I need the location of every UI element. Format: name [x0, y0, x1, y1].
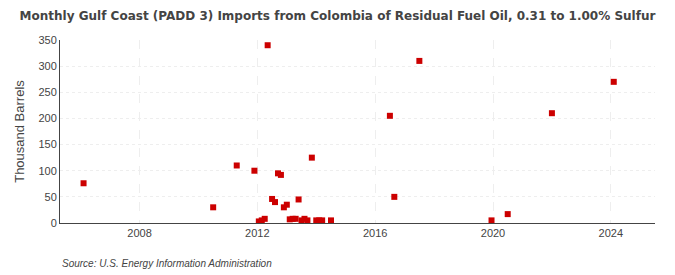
- svg-text:2020: 2020: [481, 227, 505, 239]
- svg-text:200: 200: [38, 112, 56, 124]
- svg-text:50: 50: [45, 191, 57, 203]
- svg-text:Monthly Gulf Coast (PADD 3) Im: Monthly Gulf Coast (PADD 3) Imports from…: [20, 9, 656, 23]
- svg-text:0: 0: [51, 217, 57, 229]
- svg-text:2024: 2024: [599, 227, 623, 239]
- svg-text:300: 300: [38, 60, 56, 72]
- svg-text:2008: 2008: [127, 227, 151, 239]
- svg-text:Thousand Barrels: Thousand Barrels: [12, 80, 27, 183]
- svg-text:Source: U.S. Energy Informatio: Source: U.S. Energy Information Administ…: [62, 258, 272, 269]
- svg-text:350: 350: [38, 34, 56, 46]
- svg-text:2016: 2016: [363, 227, 387, 239]
- svg-text:2012: 2012: [245, 227, 269, 239]
- svg-text:150: 150: [38, 138, 56, 150]
- svg-text:250: 250: [38, 86, 56, 98]
- svg-text:100: 100: [38, 165, 56, 177]
